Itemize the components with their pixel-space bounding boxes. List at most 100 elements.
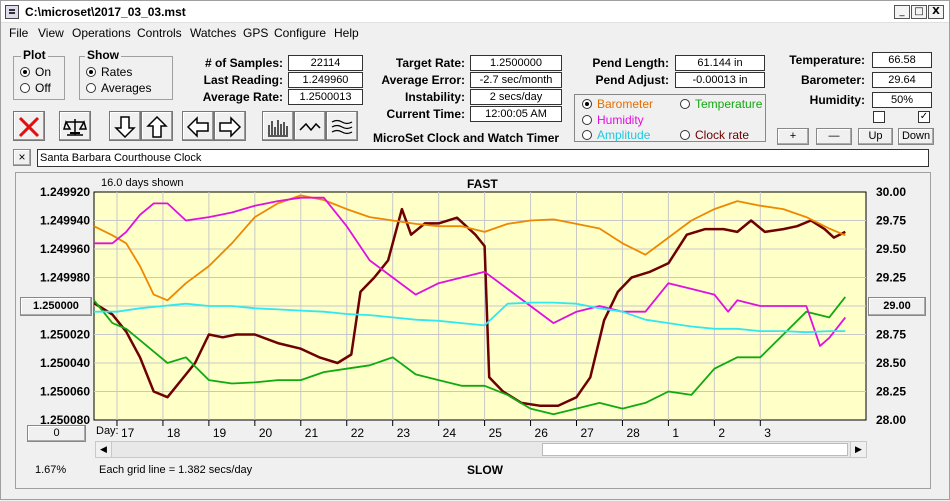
arrow-right-icon: [219, 116, 242, 138]
average-error-label: Average Error:: [381, 73, 465, 87]
instability-label: Instability:: [404, 90, 465, 104]
scroll-right-icon[interactable]: ▶: [850, 442, 866, 457]
maximize-button[interactable]: □: [911, 5, 927, 19]
menu-configure[interactable]: Configure: [274, 26, 327, 40]
series-line-amplitude: [94, 301, 846, 334]
series-temperature-radio[interactable]: Temperature: [680, 97, 762, 111]
x-tick-label: 17: [121, 426, 135, 440]
plus-button[interactable]: +: [777, 128, 809, 145]
right-tick-label: 28.75: [876, 328, 906, 342]
up-button[interactable]: Up: [858, 128, 893, 145]
radio-dot-icon: [86, 83, 96, 93]
watch-close-button[interactable]: ×: [13, 149, 31, 166]
app-name-label: MicroSet Clock and Watch Timer: [373, 131, 560, 145]
stop-button[interactable]: [13, 111, 45, 141]
title-bar: C:\microset\2017_03_03.mst _ □ X: [1, 1, 949, 23]
close-window-button[interactable]: X: [928, 5, 944, 19]
up-arrow-button[interactable]: [141, 111, 173, 141]
app-icon[interactable]: [5, 5, 19, 19]
arrow-left-icon: [186, 116, 209, 138]
scroll-left-icon[interactable]: ◀: [96, 442, 112, 457]
right-arrow-button[interactable]: [214, 111, 246, 141]
minus-button[interactable]: —: [816, 128, 852, 145]
series-clock-rate-radio[interactable]: Clock rate: [680, 128, 749, 142]
right-center-button[interactable]: 29.00: [868, 297, 926, 316]
barometer-label: Barometer:: [800, 73, 865, 87]
menu-help[interactable]: Help: [334, 26, 359, 40]
arrow-up-icon: [146, 115, 168, 138]
menu-gps[interactable]: GPS: [243, 26, 269, 40]
wave-button[interactable]: [294, 111, 326, 141]
average-rate-value: 1.2500013: [288, 89, 363, 105]
menu-watches[interactable]: Watches: [190, 26, 237, 40]
temperature-value: 66.58: [872, 52, 932, 68]
radio-dot-icon: [680, 130, 690, 140]
menu-view[interactable]: View: [38, 26, 64, 40]
current-time-label: Current Time:: [386, 107, 465, 121]
show-averages-radio[interactable]: Averages: [86, 81, 151, 95]
series-line-humidity: [94, 196, 847, 347]
down-button[interactable]: Down: [898, 128, 934, 145]
right-tick-label: 29.75: [876, 214, 906, 228]
left-center-button[interactable]: 1.250000: [20, 297, 92, 316]
left-tick-label: 1.249960: [40, 242, 90, 256]
x-tick-label: 27: [581, 426, 595, 440]
series-barometer-radio[interactable]: Barometer: [582, 97, 653, 111]
left-tick-label: 1.249940: [40, 214, 90, 228]
menu-operations[interactable]: Operations: [72, 26, 131, 40]
temperature-label: Temperature:: [789, 53, 865, 67]
left-tick-label: 1.250020: [40, 328, 90, 342]
right-checkbox[interactable]: ✓: [918, 111, 930, 123]
pend-length-value: 61.144 in: [675, 55, 765, 71]
minimize-button[interactable]: _: [894, 5, 910, 19]
menu-file[interactable]: File: [9, 26, 29, 40]
left-checkbox[interactable]: [873, 111, 885, 123]
x-tick-label: 3: [764, 426, 771, 440]
left-tick-label: 1.250060: [40, 385, 90, 399]
x-tick-label: 24: [443, 426, 457, 440]
day-prefix-label: Day:: [96, 425, 119, 437]
series-humidity-label: Humidity: [597, 113, 644, 127]
x-tick-label: 2: [718, 426, 725, 440]
scroll-thumb[interactable]: [542, 443, 848, 456]
right-tick-label: 29.25: [876, 271, 906, 285]
samples-label: # of Samples:: [204, 56, 283, 70]
left-bottom-button[interactable]: 0: [27, 425, 86, 442]
target-rate-value[interactable]: 1.2500000: [470, 55, 562, 71]
series-amplitude-radio[interactable]: Amplitude: [582, 128, 650, 142]
multi-wave-button[interactable]: [326, 111, 358, 141]
left-tick-label: 1.250080: [40, 413, 90, 427]
current-time-value: 12:00:05 AM: [470, 106, 562, 122]
x-tick-label: 21: [305, 426, 319, 440]
show-rates-radio[interactable]: Rates: [86, 65, 132, 79]
barometer-value: 29.64: [872, 72, 932, 88]
series-select-group: [574, 94, 766, 142]
multi-wave-icon: [331, 119, 353, 135]
x-tick-label: 22: [351, 426, 365, 440]
x-tick-label: 28: [626, 426, 640, 440]
radio-dot-icon: [582, 130, 592, 140]
right-tick-label: 29.50: [876, 242, 906, 256]
plot-off-radio[interactable]: Off: [20, 81, 51, 95]
down-arrow-button[interactable]: [109, 111, 141, 141]
menu-controls[interactable]: Controls: [137, 26, 182, 40]
watch-name-field[interactable]: Santa Barbara Courthouse Clock: [37, 149, 929, 167]
slow-label: SLOW: [467, 463, 503, 477]
plot-on-label: On: [35, 65, 52, 79]
balance-button[interactable]: [59, 111, 91, 141]
series-humidity-radio[interactable]: Humidity: [582, 113, 644, 127]
horizontal-scrollbar[interactable]: ◀ ▶: [95, 441, 867, 458]
show-rates-label: Rates: [101, 65, 133, 79]
days-shown-label: 16.0 days shown: [101, 177, 184, 189]
plot-on-radio[interactable]: On: [20, 65, 51, 79]
left-arrow-button[interactable]: [182, 111, 214, 141]
last-reading-value: 1.249960: [288, 72, 363, 88]
x-tick-label: 23: [397, 426, 411, 440]
window-title: C:\microset\2017_03_03.mst: [25, 5, 186, 19]
bar-graph-button[interactable]: [262, 111, 294, 141]
instability-value: 2 secs/day: [470, 89, 562, 105]
right-tick-label: 30.00: [876, 185, 906, 199]
last-reading-label: Last Reading:: [203, 73, 283, 87]
